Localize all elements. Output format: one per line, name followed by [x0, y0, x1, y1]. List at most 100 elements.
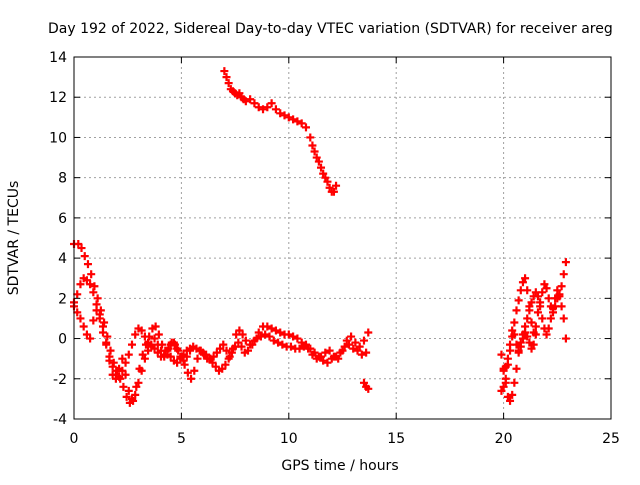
data-point — [533, 292, 542, 301]
data-point — [138, 350, 147, 359]
data-point — [238, 330, 247, 339]
data-point — [187, 374, 196, 383]
data-point — [308, 350, 317, 359]
data-point — [267, 99, 276, 108]
data-point — [276, 328, 285, 337]
data-point — [329, 187, 338, 196]
data-point — [263, 103, 272, 112]
data-point — [182, 352, 191, 361]
data-point — [514, 296, 523, 305]
data-point — [80, 252, 89, 261]
data-point — [321, 348, 330, 357]
data-point — [357, 350, 366, 359]
data-point — [95, 310, 104, 319]
data-point — [319, 356, 328, 365]
data-point — [131, 390, 140, 399]
data-point — [278, 340, 287, 349]
chart-title: Day 192 of 2022, Sidereal Day-to-day VTE… — [48, 21, 613, 37]
series-arc-6 — [497, 258, 570, 395]
x-tick-label: 10 — [280, 431, 298, 447]
data-point — [499, 366, 508, 375]
data-point — [521, 328, 530, 337]
data-point — [153, 340, 162, 349]
data-point — [297, 119, 306, 128]
data-point — [137, 366, 146, 375]
data-point — [362, 348, 371, 357]
data-point — [553, 286, 562, 295]
data-point — [523, 332, 532, 341]
data-point — [237, 342, 246, 351]
data-point — [293, 117, 302, 126]
axis-ticks: 0 5 10 15 20 25 -4 -2 0 2 4 6 8 10 12 14 — [49, 50, 620, 447]
data-point — [510, 330, 519, 339]
data-point — [256, 332, 265, 341]
data-point — [304, 344, 313, 353]
data-point — [265, 332, 274, 341]
data-point — [73, 308, 82, 317]
data-point — [512, 364, 521, 373]
data-point — [312, 153, 321, 162]
data-point — [355, 342, 364, 351]
data-point — [531, 322, 540, 331]
data-point — [501, 378, 510, 387]
data-point — [529, 340, 538, 349]
data-point — [243, 346, 252, 355]
series-arc-5 — [359, 378, 373, 393]
y-axis-label: SDTVAR / TECUs — [6, 181, 22, 296]
data-point — [124, 350, 133, 359]
data-point — [216, 344, 225, 353]
data-point — [349, 344, 358, 353]
data-point — [301, 123, 310, 132]
data-point — [121, 370, 130, 379]
data-point — [312, 354, 321, 363]
data-point — [183, 368, 192, 377]
y-tick-label: 4 — [58, 251, 67, 267]
y-tick-label: 12 — [49, 90, 67, 106]
x-tick-label: 25 — [602, 431, 620, 447]
data-point — [559, 270, 568, 279]
data-point — [308, 141, 317, 150]
data-point — [219, 340, 228, 349]
data-point — [340, 342, 349, 351]
data-point — [359, 378, 368, 387]
data-point — [83, 260, 92, 269]
data-point — [276, 109, 285, 118]
data-point — [190, 366, 199, 375]
data-point — [235, 326, 244, 335]
x-tick-label: 20 — [495, 431, 513, 447]
y-tick-label: -2 — [53, 372, 67, 388]
data-point — [173, 344, 182, 353]
data-point — [364, 384, 373, 393]
data-markers — [70, 67, 570, 407]
data-point — [218, 364, 227, 373]
data-point — [119, 382, 128, 391]
data-point — [531, 288, 540, 297]
y-tick-label: 14 — [49, 50, 67, 66]
data-point — [150, 334, 159, 343]
data-point — [154, 330, 163, 339]
data-point — [557, 282, 566, 291]
data-point — [121, 358, 130, 367]
data-point — [137, 326, 146, 335]
data-point — [555, 292, 564, 301]
data-point — [235, 89, 244, 98]
data-point — [211, 362, 220, 371]
data-point — [319, 169, 328, 178]
data-point — [518, 278, 527, 287]
data-point — [297, 338, 306, 347]
data-point — [329, 352, 338, 361]
data-point — [497, 386, 506, 395]
data-point — [241, 336, 250, 345]
data-point — [274, 338, 283, 347]
data-point — [559, 314, 568, 323]
y-tick-label: 10 — [49, 130, 67, 146]
data-point — [250, 99, 259, 108]
data-point — [499, 382, 508, 391]
data-point — [521, 274, 530, 283]
data-point — [227, 348, 236, 357]
data-point — [98, 322, 107, 331]
data-point — [503, 354, 512, 363]
data-point — [325, 346, 334, 355]
data-point — [542, 330, 551, 339]
y-tick-label: 8 — [58, 171, 67, 187]
